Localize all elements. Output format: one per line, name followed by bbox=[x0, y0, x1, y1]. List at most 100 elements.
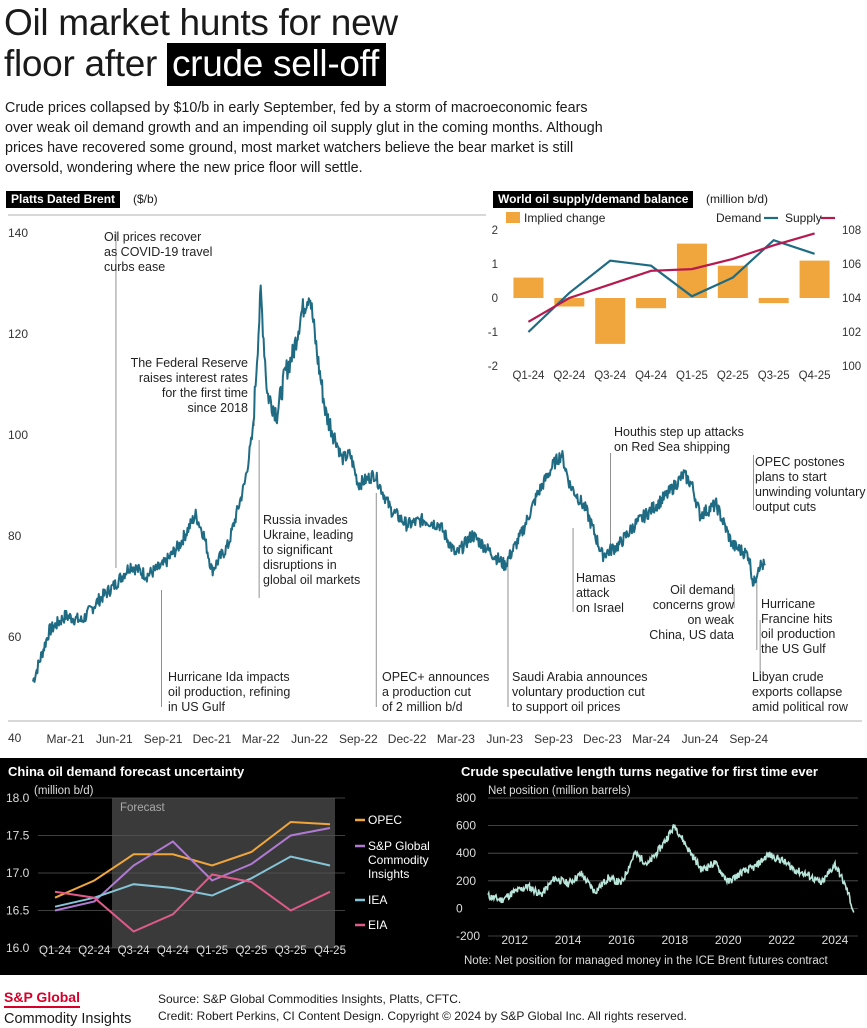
spec-note: Note: Net position for managed money in … bbox=[464, 955, 829, 967]
annotation-line: of 2 million b/d bbox=[382, 700, 463, 714]
china-chart-unit: (million b/d) bbox=[34, 785, 94, 797]
brent-price-line bbox=[32, 284, 766, 683]
china-y-tick: 17.5 bbox=[6, 829, 30, 843]
china-legend-line: S&P Global bbox=[368, 839, 430, 853]
annotation-line: Saudi Arabia announces bbox=[512, 670, 648, 684]
china-legend-line: OPEC bbox=[368, 813, 402, 827]
china-chart-title: China oil demand forecast uncertainty bbox=[8, 764, 245, 779]
china-x-tick: Q4-24 bbox=[157, 945, 190, 957]
annotation-line: voluntary production cut bbox=[512, 685, 645, 699]
brent-chart-title: Platts Dated Brent bbox=[6, 191, 121, 208]
inset-category-label: Q3-25 bbox=[758, 370, 790, 382]
spec-y-tick: 400 bbox=[456, 846, 476, 860]
annotation-line: oil production, refining bbox=[168, 685, 290, 699]
brent-x-tick: Mar-21 bbox=[47, 732, 85, 746]
china-y-tick: 16.5 bbox=[6, 904, 30, 918]
subtitle: Crude prices collapsed by $10/b in early… bbox=[5, 100, 603, 176]
annotation-line: as COVID-19 travel bbox=[104, 245, 212, 259]
annotation-line: Oil prices recover bbox=[104, 230, 201, 244]
brent-x-tick: Jun-22 bbox=[291, 732, 328, 746]
inset-right-tick: 108 bbox=[842, 225, 861, 237]
annotation-line: a production cut bbox=[382, 685, 471, 699]
china-legend-line: Insights bbox=[368, 867, 409, 881]
annotation-line: OPEC+ announces bbox=[382, 670, 489, 684]
brent-y-tick: 120 bbox=[8, 327, 28, 341]
china-legend-label: S&P Global Commodity Insights bbox=[368, 839, 430, 881]
spec-x-tick: 2020 bbox=[715, 933, 742, 947]
china-x-tick: Q3-25 bbox=[275, 945, 307, 957]
inset-right-tick: 106 bbox=[842, 259, 861, 271]
annotation-text: Houthis step up attacks on Red Sea shippi… bbox=[614, 425, 744, 454]
china-x-tick: Q2-25 bbox=[235, 945, 267, 957]
inset-left-tick: 1 bbox=[492, 259, 498, 271]
china-series-line bbox=[54, 855, 331, 908]
brent-y-tick: 100 bbox=[8, 428, 28, 442]
annotation-line: the US Gulf bbox=[761, 642, 826, 656]
annotation-text: Hamas attack on Israel bbox=[576, 571, 624, 615]
annotation-line: to support oil prices bbox=[512, 700, 620, 714]
spec-x-tick: 2012 bbox=[501, 933, 528, 947]
brent-chart-unit: ($/b) bbox=[133, 192, 158, 206]
inset-right-tick: 100 bbox=[842, 361, 861, 373]
inset-category-label: Q2-24 bbox=[553, 370, 586, 382]
balance-chart-title: World oil supply/demand balance bbox=[493, 191, 694, 208]
annotation-line: The Federal Reserve bbox=[131, 356, 248, 370]
spec-y-tick: -200 bbox=[456, 929, 480, 943]
spec-x-tick: 2024 bbox=[822, 933, 849, 947]
annotation-line: Houthis step up attacks bbox=[614, 425, 744, 439]
title-line-1: Oil market hunts for new bbox=[4, 2, 398, 43]
annotation-line: output cuts bbox=[755, 500, 816, 514]
spec-x-tick: 2018 bbox=[661, 933, 688, 947]
brand-logo: S&P Global Commodity Insights bbox=[4, 989, 131, 1028]
inset-category-label: Q1-24 bbox=[512, 370, 545, 382]
brent-y-tick: 40 bbox=[8, 731, 22, 745]
china-x-tick: Q4-25 bbox=[314, 945, 346, 957]
china-legend-label: IEA bbox=[368, 893, 387, 907]
inset-category-label: Q2-25 bbox=[717, 370, 749, 382]
spec-y-tick: 600 bbox=[456, 819, 476, 833]
logo-line-1: S&P Global bbox=[4, 989, 80, 1005]
logo-line-2: Commodity Insights bbox=[4, 1011, 132, 1027]
inset-right-tick: 104 bbox=[842, 293, 862, 305]
annotation-line: on weak bbox=[687, 613, 734, 627]
legend-demand-label: Demand bbox=[716, 211, 761, 225]
credit-text: Credit: Robert Perkins, CI Content Desig… bbox=[158, 1009, 687, 1023]
annotation-line: unwinding voluntary bbox=[755, 485, 866, 499]
annotation-line: raises interest rates bbox=[139, 371, 248, 385]
china-series-line bbox=[54, 873, 331, 933]
annotation-line: plans to start bbox=[755, 470, 827, 484]
brent-y-tick: 60 bbox=[8, 630, 22, 644]
annotation-line: Hamas bbox=[576, 571, 616, 585]
brent-x-tick: Mar-24 bbox=[632, 732, 670, 746]
brent-x-tick: Mar-23 bbox=[437, 732, 475, 746]
implied-change-bar bbox=[595, 298, 626, 344]
annotation-line: on Red Sea shipping bbox=[614, 440, 730, 454]
source-text: Source: S&P Global Commodities Insights,… bbox=[158, 992, 462, 1006]
china-x-tick: Q1-25 bbox=[196, 945, 228, 957]
annotation-line: amid political row bbox=[752, 700, 849, 714]
inset-left-tick: -1 bbox=[488, 327, 498, 339]
implied-change-bar bbox=[513, 277, 544, 298]
china-x-tick: Q2-24 bbox=[78, 945, 111, 957]
china-y-tick: 18.0 bbox=[6, 791, 30, 805]
annotation-text: Hurricane Ida impacts oil production, ref… bbox=[168, 670, 290, 714]
inset-right-tick: 102 bbox=[842, 327, 861, 339]
inset-category-label: Q1-25 bbox=[676, 370, 708, 382]
spec-net-position-line bbox=[487, 824, 855, 913]
annotation-line: since 2018 bbox=[188, 401, 249, 415]
footer-source: Source: S&P Global Commodities Insights,… bbox=[158, 991, 687, 1025]
brent-x-tick: Jun-23 bbox=[486, 732, 523, 746]
brent-y-tick: 80 bbox=[8, 529, 22, 543]
annotation-line: Oil demand bbox=[670, 583, 734, 597]
supply-line bbox=[527, 232, 815, 323]
legend-implied-swatch bbox=[506, 212, 520, 223]
china-legend-line: EIA bbox=[368, 918, 387, 932]
annotation-line: in US Gulf bbox=[168, 700, 225, 714]
implied-change-bar bbox=[676, 243, 707, 298]
brent-x-tick: Jun-21 bbox=[96, 732, 133, 746]
annotation-text: Oil demand concerns grow on weak China, US … bbox=[649, 583, 735, 642]
annotation-line: Ukraine, leading bbox=[263, 528, 353, 542]
china-y-tick: 17.0 bbox=[6, 866, 30, 880]
bottom-charts: China oil demand forecast uncertainty (mi… bbox=[6, 764, 858, 967]
annotation-text: Saudi Arabia announces voluntary producti… bbox=[512, 670, 648, 714]
